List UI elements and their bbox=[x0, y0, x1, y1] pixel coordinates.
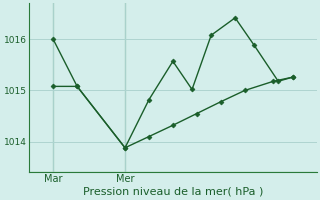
X-axis label: Pression niveau de la mer( hPa ): Pression niveau de la mer( hPa ) bbox=[83, 187, 263, 197]
